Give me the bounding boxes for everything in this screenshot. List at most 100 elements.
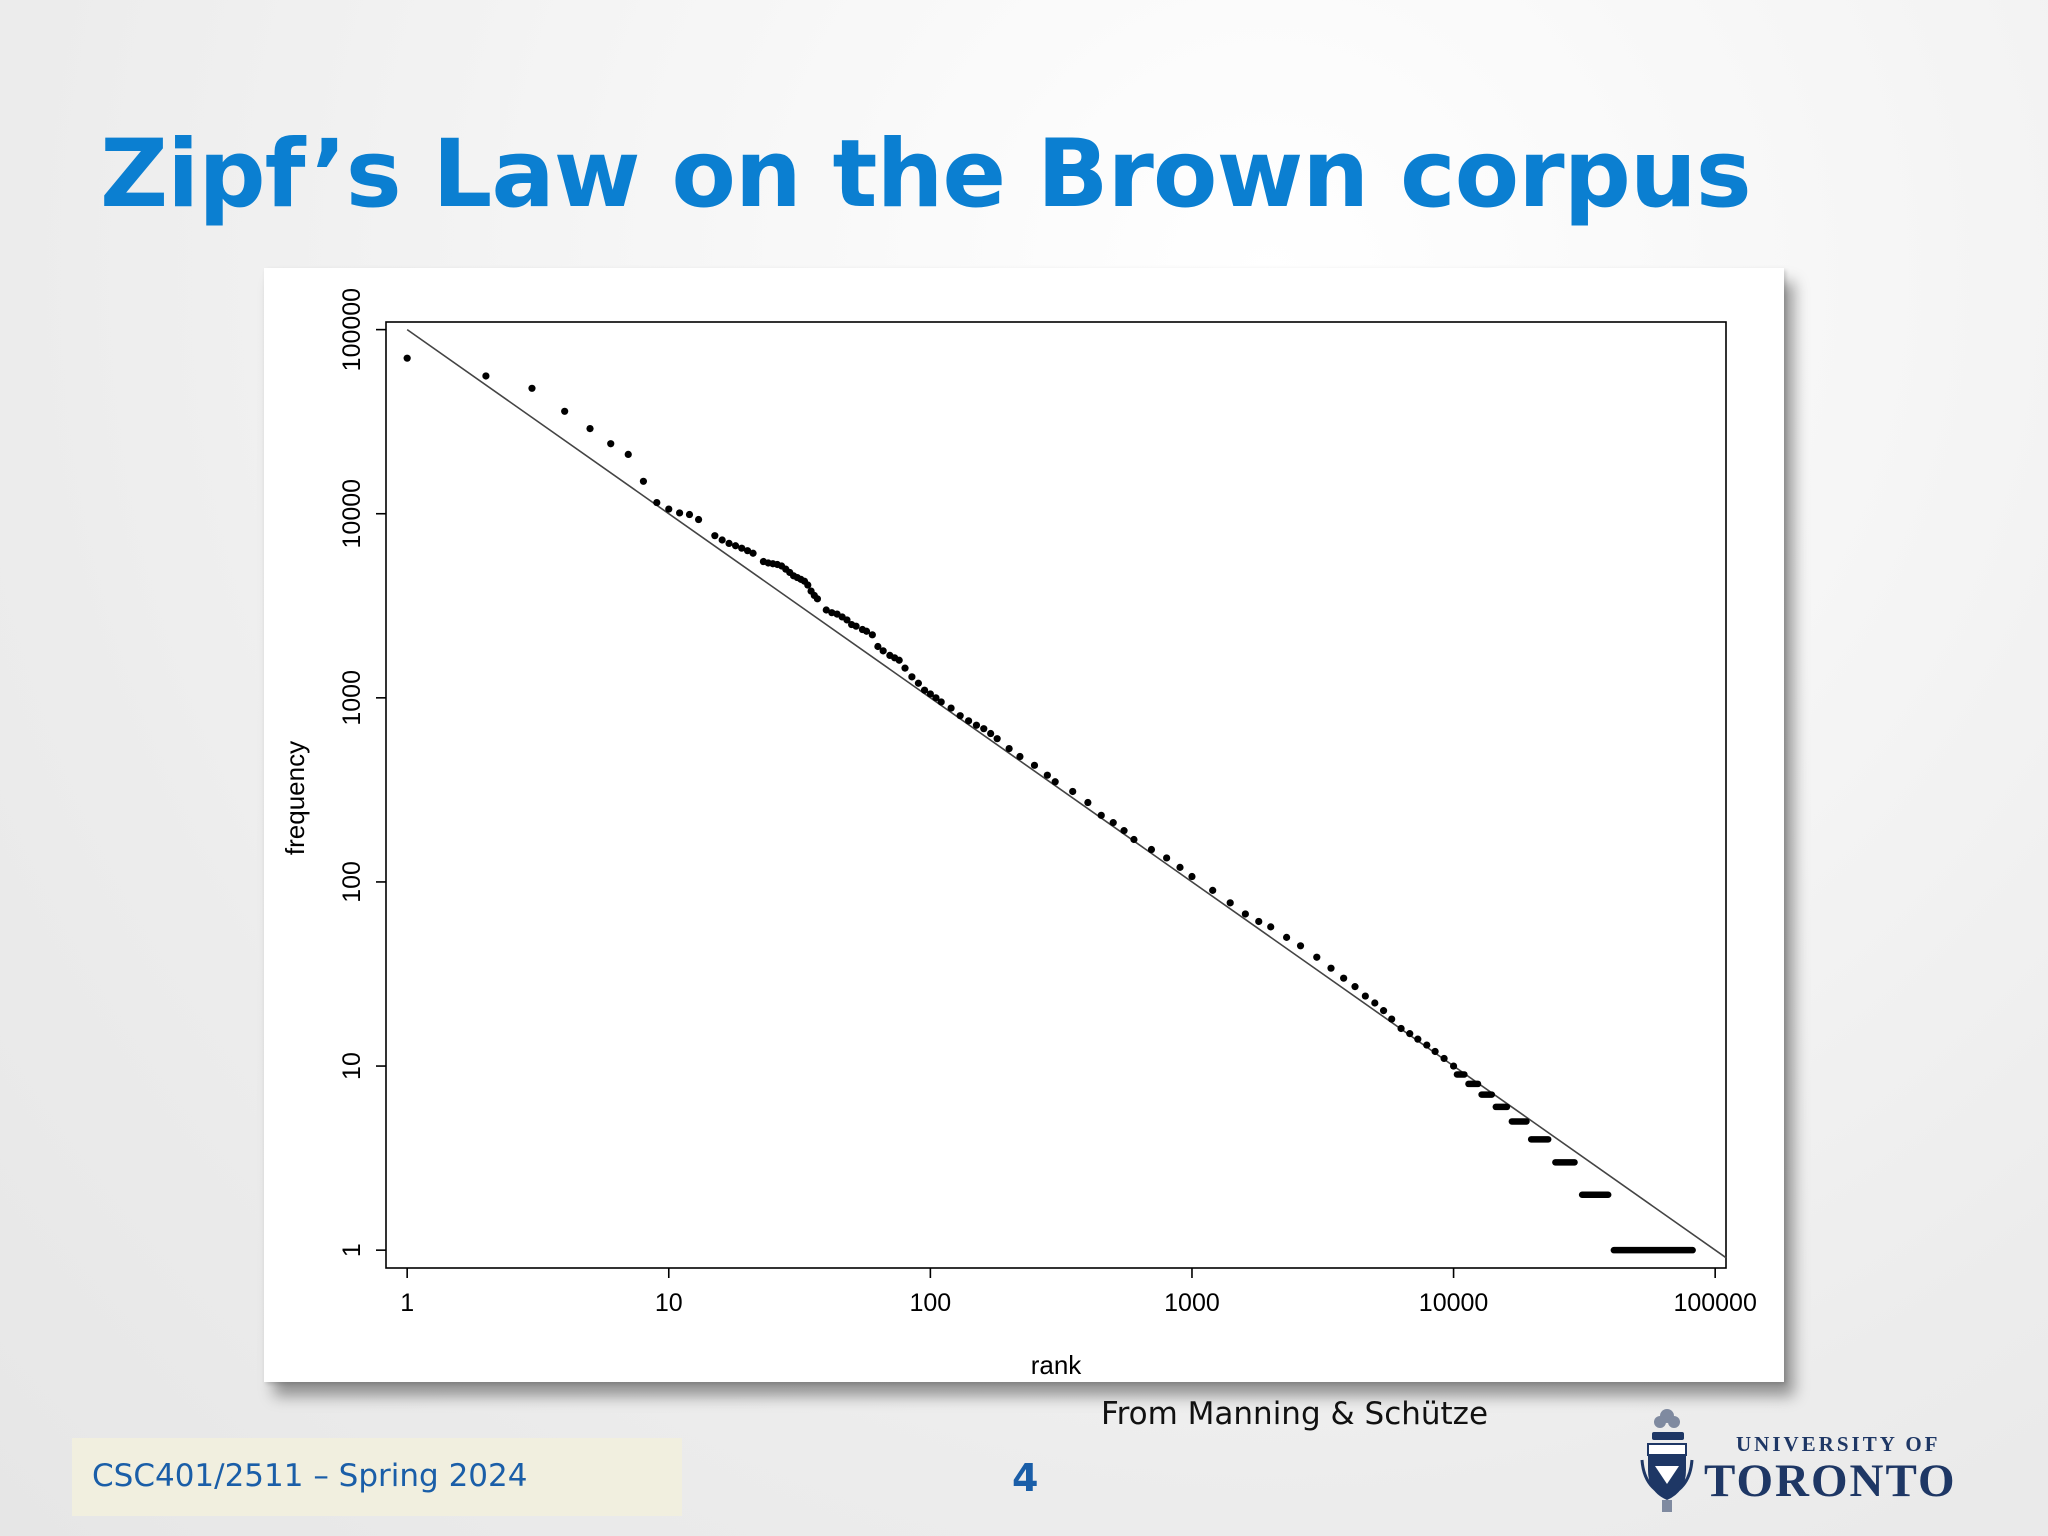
data-point bbox=[1043, 771, 1051, 779]
data-point bbox=[987, 729, 995, 738]
data-point bbox=[1414, 1035, 1422, 1043]
data-point bbox=[813, 595, 822, 603]
data-point bbox=[862, 627, 871, 635]
data-point bbox=[1226, 899, 1234, 907]
zipf-chart: 1 10 100 1000 10000 100000 1 10 100 1000 10000 100… bbox=[280, 288, 1757, 1380]
x-tick-label: 100000 bbox=[1673, 1289, 1756, 1317]
data-point bbox=[561, 407, 569, 415]
data-point bbox=[1016, 752, 1024, 761]
data-point bbox=[932, 694, 940, 702]
data-point bbox=[1431, 1047, 1439, 1056]
data-point bbox=[1255, 917, 1263, 926]
footer-course-label: CSC401/2511 – Spring 2024 bbox=[92, 1458, 528, 1494]
data-point bbox=[1282, 933, 1291, 941]
data-point bbox=[926, 690, 934, 698]
data-point bbox=[607, 440, 615, 448]
data-point bbox=[1130, 835, 1138, 844]
data-point bbox=[1120, 827, 1128, 835]
slide-title: Zipf’s Law on the Brown corpus bbox=[100, 120, 1752, 229]
y-axis: 1 10 100 1000 10000 100000 bbox=[338, 288, 386, 1257]
y-tick-label: 10 bbox=[338, 1052, 366, 1080]
data-point bbox=[1379, 1007, 1388, 1015]
data-point bbox=[731, 542, 740, 550]
data-point bbox=[843, 616, 851, 624]
data-point bbox=[1340, 974, 1348, 982]
plot-area-border bbox=[385, 321, 1727, 1269]
zipf-fit-line bbox=[406, 328, 1727, 1259]
data-point bbox=[1069, 787, 1077, 796]
x-tick-label: 1 bbox=[400, 1289, 414, 1317]
data-point bbox=[1296, 942, 1305, 950]
data-point bbox=[1084, 798, 1092, 807]
data-point bbox=[908, 673, 916, 681]
data-point bbox=[624, 450, 632, 459]
data-point bbox=[1051, 778, 1059, 786]
data-point bbox=[874, 642, 882, 651]
data-point bbox=[1176, 863, 1184, 871]
data-point bbox=[972, 721, 981, 729]
data-point bbox=[1163, 854, 1171, 862]
data-point bbox=[528, 384, 536, 392]
data-point bbox=[901, 664, 909, 672]
y-axis-title: frequency bbox=[280, 741, 310, 855]
y-tick-label: 100 bbox=[338, 861, 366, 903]
data-point bbox=[852, 622, 860, 630]
y-tick-label: 1 bbox=[338, 1243, 366, 1257]
y-tick-label: 10000 bbox=[338, 479, 366, 549]
data-point bbox=[1209, 886, 1217, 894]
data-point bbox=[993, 735, 1001, 743]
data-point bbox=[586, 424, 594, 433]
data-point bbox=[920, 686, 929, 694]
data-point bbox=[1327, 964, 1335, 972]
data-point bbox=[665, 505, 673, 513]
source-note: From Manning & Schütze bbox=[1101, 1396, 1489, 1432]
x-axis-title: rank bbox=[1031, 1350, 1083, 1380]
data-point bbox=[1147, 845, 1156, 854]
data-point bbox=[675, 509, 684, 517]
data-point bbox=[868, 631, 876, 639]
data-point bbox=[1109, 819, 1117, 827]
data-point bbox=[1267, 923, 1275, 931]
data-point bbox=[1351, 983, 1359, 991]
data-point bbox=[1188, 872, 1196, 881]
data-point bbox=[738, 544, 746, 552]
x-tick-label: 10 bbox=[655, 1289, 683, 1317]
data-point bbox=[1388, 1015, 1396, 1023]
logo-line-university-of: UNIVERSITY OF bbox=[1736, 1432, 1941, 1456]
university-logo: UNIVERSITY OF TORONTO bbox=[1640, 1396, 1960, 1514]
data-point bbox=[694, 515, 703, 524]
data-point bbox=[1030, 761, 1039, 769]
university-crest-icon bbox=[1640, 1409, 1694, 1512]
data-point bbox=[804, 581, 812, 589]
y-tick-label: 100000 bbox=[338, 288, 366, 371]
data-point bbox=[937, 698, 945, 706]
y-tick-label: 1000 bbox=[338, 670, 366, 726]
data-point bbox=[1440, 1054, 1448, 1063]
data-point bbox=[1313, 953, 1321, 961]
x-tick-label: 1000 bbox=[1164, 1289, 1220, 1317]
chart-panel: 1 10 100 1000 10000 100000 1 10 100 1000 10000 100… bbox=[264, 268, 1784, 1382]
data-point bbox=[956, 712, 964, 720]
data-point bbox=[1406, 1030, 1414, 1038]
data-point bbox=[1097, 811, 1105, 819]
data-point bbox=[482, 372, 490, 380]
data-point bbox=[403, 354, 411, 362]
data-point bbox=[947, 704, 955, 712]
x-axis: 1 10 100 1000 10000 100000 bbox=[400, 1268, 1757, 1317]
data-point bbox=[895, 656, 903, 664]
data-points bbox=[403, 354, 1696, 1254]
data-point bbox=[1241, 910, 1249, 918]
x-tick-label: 100 bbox=[910, 1289, 952, 1317]
data-point bbox=[914, 679, 923, 687]
data-point bbox=[685, 510, 694, 519]
data-point bbox=[639, 477, 648, 485]
data-point bbox=[1449, 1062, 1458, 1070]
data-point bbox=[749, 549, 757, 557]
data-point bbox=[980, 725, 988, 733]
footer-course-box: CSC401/2511 – Spring 2024 bbox=[72, 1438, 682, 1516]
data-point bbox=[1361, 992, 1369, 1000]
data-point bbox=[743, 547, 752, 555]
data-point bbox=[964, 717, 973, 725]
page-number: 4 bbox=[1012, 1456, 1039, 1500]
data-point bbox=[1371, 999, 1379, 1007]
